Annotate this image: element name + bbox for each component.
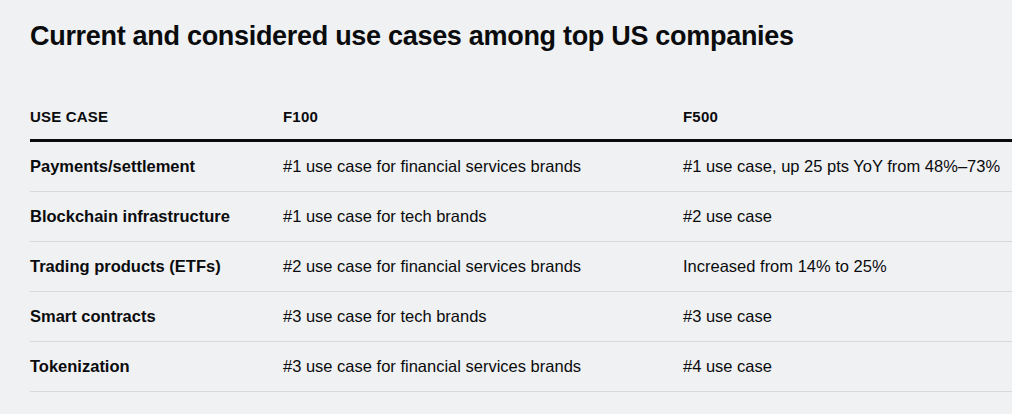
use-cases-table: USE CASE F100 F500 Payments/settlement #… [30,108,1012,392]
table-row-blockchain-infrastructure: Blockchain infrastructure #1 use case fo… [30,192,1012,242]
table-row-tokenization: Tokenization #3 use case for financial s… [30,342,1012,392]
use-case-cell: Smart contracts [30,307,283,326]
table-row-payments-settlement: Payments/settlement #1 use case for fina… [30,142,1012,192]
column-header-use-case: USE CASE [30,108,283,125]
f100-cell: #1 use case for tech brands [283,207,683,226]
use-case-cell: Payments/settlement [30,157,283,176]
column-header-f500: F500 [683,108,1012,125]
f500-cell: #4 use case [683,357,1012,376]
f100-cell: #2 use case for financial services brand… [283,257,683,276]
f500-cell: #1 use case, up 25 pts YoY from 48%–73% [683,157,1012,176]
column-header-f100: F100 [283,108,683,125]
use-case-cell: Blockchain infrastructure [30,207,283,226]
f100-cell: #1 use case for financial services brand… [283,157,683,176]
use-case-cell: Tokenization [30,357,283,376]
table-row-smart-contracts: Smart contracts #3 use case for tech bra… [30,292,1012,342]
f500-cell: Increased from 14% to 25% [683,257,1012,276]
table-header-row: USE CASE F100 F500 [30,108,1012,142]
f500-cell: #3 use case [683,307,1012,326]
page-title: Current and considered use cases among t… [30,0,1012,52]
use-cases-table-page: Current and considered use cases among t… [0,0,1012,414]
f100-cell: #3 use case for financial services brand… [283,357,683,376]
f100-cell: #3 use case for tech brands [283,307,683,326]
f500-cell: #2 use case [683,207,1012,226]
use-case-cell: Trading products (ETFs) [30,257,283,276]
table-row-trading-products-etfs: Trading products (ETFs) #2 use case for … [30,242,1012,292]
